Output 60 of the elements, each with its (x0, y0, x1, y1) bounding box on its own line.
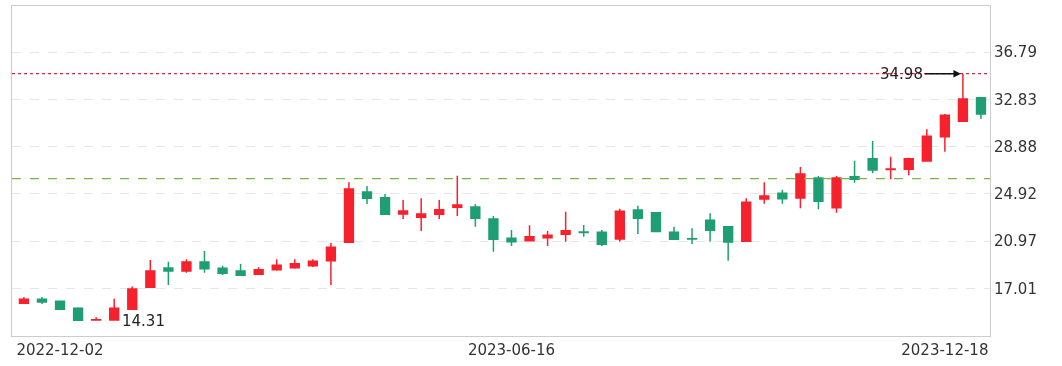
candlestick (722, 225, 734, 262)
candlestick (831, 175, 842, 214)
annotation: 34.98 (880, 65, 923, 83)
candlestick (452, 174, 463, 217)
candlestick (686, 227, 698, 245)
candlestick (343, 181, 355, 244)
candlestick (379, 193, 391, 216)
candlestick (813, 175, 824, 211)
candlestick (235, 263, 246, 277)
candlestick (903, 156, 914, 177)
candlestick (849, 159, 860, 184)
candlestick (163, 260, 174, 286)
candlestick (361, 185, 373, 205)
candlestick (127, 285, 138, 310)
annotation: 14.31 (122, 312, 165, 330)
candlestick (253, 266, 264, 276)
candlestick (885, 156, 896, 180)
candlestick (759, 181, 770, 205)
candlestick (145, 259, 156, 288)
candlestick (470, 203, 481, 228)
candlestick (54, 300, 66, 310)
candlestick (741, 197, 752, 243)
x-tick-label: 2023-12-18 (901, 341, 989, 359)
candlestick (668, 225, 680, 241)
candlestick (704, 212, 716, 243)
candlestick (524, 224, 535, 242)
candlestick (72, 306, 84, 322)
candlestick (109, 297, 120, 321)
candlestick (90, 316, 102, 322)
candlestick (560, 210, 571, 243)
candlestick (867, 140, 878, 175)
x-tick-label: 2023-06-16 (467, 341, 556, 359)
candlestick (434, 199, 445, 220)
y-tick-label: 20.97 (994, 232, 1037, 251)
y-tick-label: 28.88 (994, 137, 1037, 156)
candlestick (416, 197, 427, 232)
candlestick (271, 258, 282, 272)
candlestick (289, 258, 300, 270)
y-tick-label: 32.83 (994, 90, 1037, 109)
candlestick (921, 128, 932, 162)
candlestick (325, 242, 337, 286)
x-tick-label: 2022-12-02 (16, 341, 104, 359)
candlestick (777, 188, 788, 205)
candlestick (217, 264, 228, 276)
candlestick (36, 296, 48, 305)
candlestick (181, 258, 192, 274)
candlestick (199, 250, 210, 274)
candlestick (578, 224, 589, 238)
candlestick (614, 207, 625, 243)
y-tick-label: 36.79 (994, 43, 1037, 62)
candlestick (795, 166, 806, 210)
candlestick (650, 211, 662, 233)
candlestick (488, 215, 499, 253)
candlestick (975, 96, 987, 120)
y-tick-label: 17.01 (994, 279, 1037, 298)
candlestick (397, 199, 409, 220)
candlestick (939, 113, 951, 153)
y-tick-label: 24.92 (994, 185, 1037, 204)
candlestick (632, 204, 644, 235)
candlestick (596, 229, 607, 247)
